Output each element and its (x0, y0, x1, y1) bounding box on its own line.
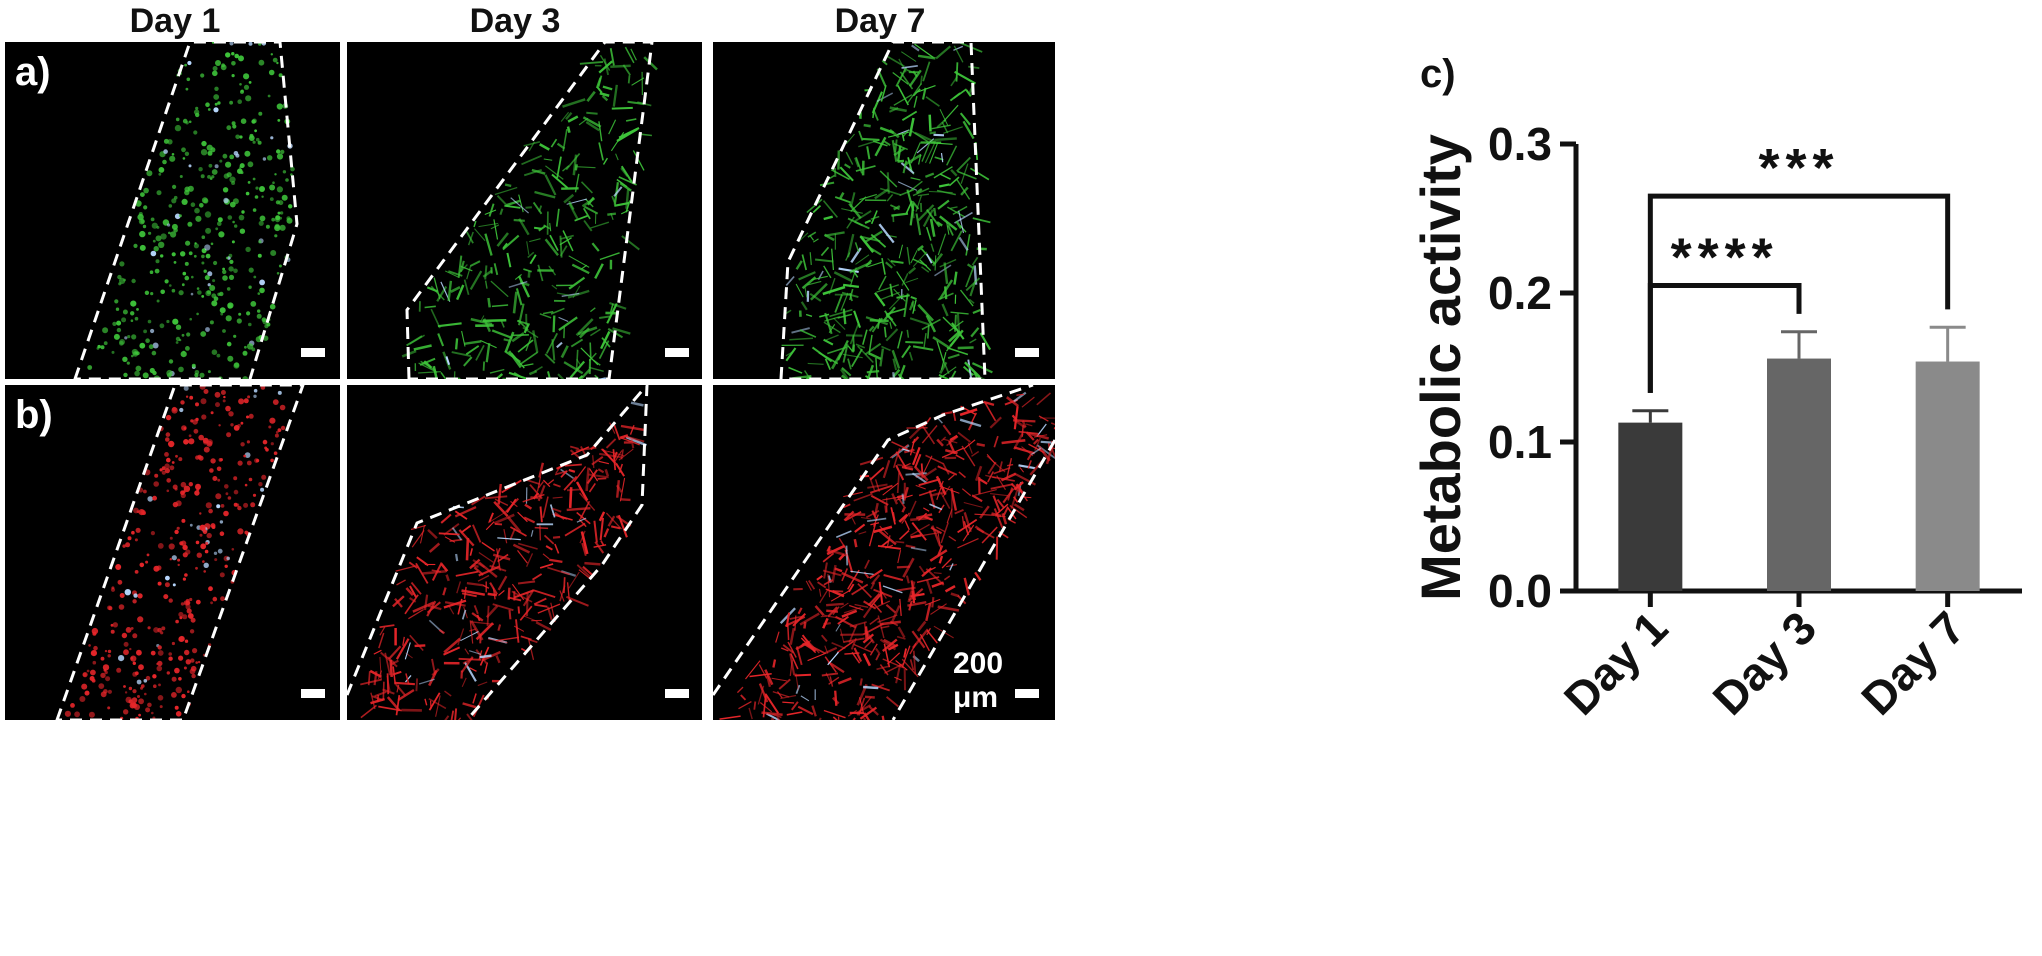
cells-day3-actin (347, 385, 689, 720)
cells-day1-actin (55, 385, 325, 720)
significance-bracket (1647, 193, 1951, 393)
panel-label-b: b) (15, 393, 53, 437)
significance-label: *** (1758, 138, 1839, 198)
column-title-day3: Day 3 (469, 2, 561, 40)
scale-bar-label: 200 μm (953, 647, 1004, 714)
metabolic-activity-chart: 0.0 0.1 0.2 0.3 Metabolic activity Day 1 Day 3… (1409, 118, 2022, 725)
bar (1915, 361, 1980, 591)
column-title-day1: Day 1 (129, 2, 221, 40)
image-day3-actin (347, 385, 702, 720)
image-day3-live (347, 42, 702, 379)
column-title-day7: Day 7 (834, 2, 926, 40)
y-tick-label: 0.3 (1488, 118, 1552, 170)
significance-label: **** (1671, 228, 1779, 288)
cells-day3-live (401, 42, 689, 379)
image-day1-live: a) (5, 42, 340, 379)
panel-label-a: a) (15, 50, 51, 94)
image-day7-actin: 200 μm (713, 385, 1055, 720)
bar (1618, 422, 1683, 591)
cells-day7-live (779, 42, 1039, 379)
x-tick-label: Day 3 (1703, 601, 1827, 725)
panel-label-c: c) (1420, 52, 1456, 96)
image-day1-actin: b) (5, 385, 340, 720)
y-tick-label: 0.1 (1488, 416, 1552, 468)
x-tick-label: Day 7 (1851, 601, 1975, 725)
cells-day1-live (73, 42, 325, 379)
image-day7-live (713, 42, 1055, 379)
cells-day7-actin (713, 385, 1055, 720)
x-tick-label: Day 1 (1554, 601, 1678, 725)
bar (1767, 358, 1831, 591)
y-tick-label: 0.2 (1488, 267, 1552, 319)
y-axis-label: Metabolic activity (1409, 134, 1472, 601)
y-tick-label: 0.0 (1488, 565, 1552, 617)
